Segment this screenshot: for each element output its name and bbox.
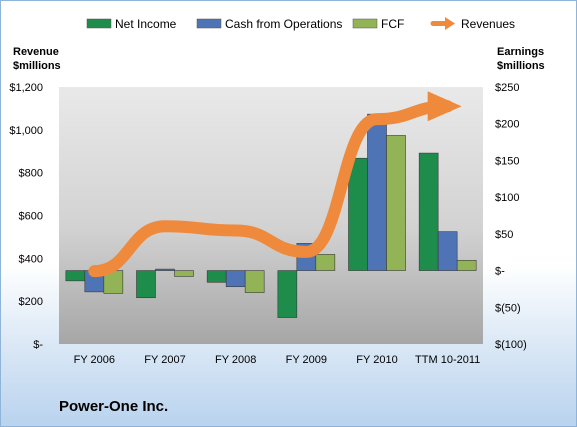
- right-tick-label: $150: [495, 155, 519, 167]
- bar-net-income: [206, 270, 227, 283]
- legend-label: Cash from Operations: [225, 17, 342, 31]
- legend: Net Income Cash from Operations FCF Revenue…: [86, 17, 515, 31]
- right-axis-title-line1: Earnings: [497, 46, 544, 58]
- left-tick-label: $800: [19, 168, 43, 180]
- right-tick-label: $(100): [495, 339, 527, 351]
- bar-fcf: [244, 270, 265, 293]
- right-axis: $250 $200 $150 $100 $50 $- $(50) $(100): [495, 82, 527, 351]
- bar-fcf: [315, 254, 336, 271]
- legend-label: Revenues: [461, 17, 515, 31]
- bar-cash-from-operations: [367, 113, 387, 271]
- legend-swatch: [352, 18, 378, 29]
- x-tick-label: FY 2009: [286, 354, 327, 366]
- bar-fcf: [456, 259, 477, 271]
- left-tick-label: $600: [19, 211, 43, 223]
- revenue-arrow-line: [88, 91, 462, 278]
- x-axis: FY 2006 FY 2007 FY 2008 FY 2009 FY 2010 TTM 1…: [74, 354, 481, 366]
- bar-fcf: [386, 135, 406, 271]
- left-tick-label: $1,200: [9, 82, 43, 94]
- chart-title: Power-One Inc.: [59, 398, 169, 415]
- left-axis: $1,200 $1,000 $800 $600 $400 $200 $-: [9, 82, 43, 351]
- x-tick-label: FY 2010: [356, 354, 397, 366]
- bar-net-income: [65, 270, 86, 282]
- left-tick-label: $-: [33, 339, 43, 351]
- bar-cash-from-operations: [155, 268, 175, 271]
- x-tick-label: TTM 10-2011: [415, 354, 480, 366]
- legend-swatch: [196, 18, 222, 29]
- left-axis-title-line1: Revenue: [13, 46, 59, 58]
- bar-net-income: [277, 270, 298, 318]
- bar-net-income: [136, 270, 156, 299]
- right-tick-label: $200: [495, 119, 519, 131]
- legend-swatch: [86, 18, 112, 29]
- right-tick-label: $50: [495, 229, 513, 241]
- x-tick-label: FY 2006: [74, 354, 115, 366]
- x-tick-label: FY 2007: [144, 354, 185, 366]
- left-tick-label: $1,000: [9, 125, 43, 137]
- x-tick-label: FY 2008: [215, 354, 256, 366]
- bar-fcf: [174, 270, 194, 277]
- revenue-series: [88, 91, 462, 278]
- left-axis-title-line2: $millions: [13, 60, 61, 72]
- plot-area: [59, 87, 483, 344]
- right-axis-title-line2: $millions: [497, 60, 545, 72]
- bar-net-income: [348, 157, 368, 271]
- bar-net-income: [418, 152, 439, 271]
- right-tick-label: $250: [495, 82, 519, 94]
- legend-arrow-icon: [445, 17, 455, 30]
- bar-cash-from-operations: [437, 231, 458, 271]
- left-tick-label: $400: [19, 253, 43, 265]
- right-tick-label: $-: [495, 266, 505, 278]
- legend-label: FCF: [381, 17, 404, 31]
- right-tick-label: $100: [495, 192, 519, 204]
- right-tick-label: $(50): [495, 302, 521, 314]
- legend-label: Net Income: [115, 17, 177, 31]
- left-tick-label: $200: [19, 296, 43, 308]
- bar-cash-from-operations: [225, 270, 246, 288]
